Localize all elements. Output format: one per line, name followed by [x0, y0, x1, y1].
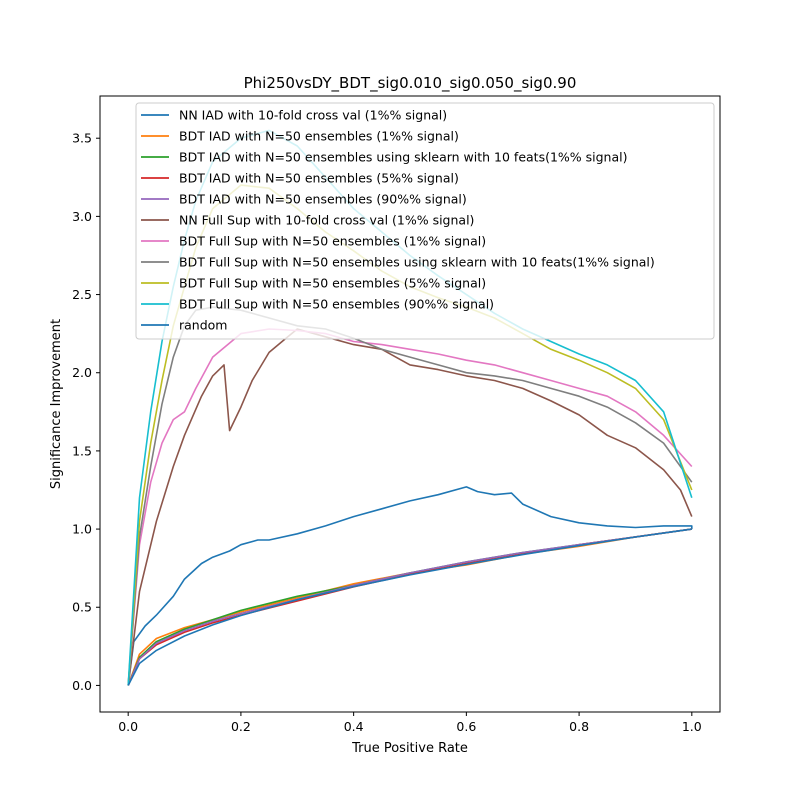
y-tick-label: 1.5 — [72, 443, 92, 458]
legend-label: BDT Full Sup with N=50 ensembles (5%% si… — [179, 276, 486, 291]
y-tick-label: 1.0 — [72, 522, 92, 537]
y-axis: 0.0 0.5 1.0 1.5 2.0 2.5 3.0 3.5 — [72, 131, 100, 693]
legend-label: NN IAD with 10-fold cross val (1%% signa… — [179, 108, 447, 123]
x-tick-label: 0.2 — [231, 719, 251, 734]
legend-label: BDT Full Sup with N=50 ensembles (1%% si… — [179, 234, 486, 249]
legend-label: BDT IAD with N=50 ensembles using sklear… — [179, 150, 628, 165]
y-tick-label: 2.5 — [72, 287, 92, 302]
y-tick-label: 0.0 — [72, 678, 92, 693]
legend-label: BDT IAD with N=50 ensembles (1%% signal) — [179, 129, 459, 144]
y-axis-label: Significance Improvement — [49, 319, 64, 489]
legend-label: BDT Full Sup with N=50 ensembles using s… — [179, 255, 655, 270]
series-line-10 — [127, 528, 692, 686]
x-tick-label: 0.4 — [344, 719, 364, 734]
x-axis-label: True Positive Rate — [351, 741, 468, 756]
plot-frame — [99, 95, 721, 713]
series-line-0 — [127, 486, 693, 686]
x-tick-label: 0.8 — [569, 719, 589, 734]
legend-label: BDT IAD with N=50 ensembles (90%% signal… — [179, 192, 467, 207]
x-tick-label: 1.0 — [682, 719, 702, 734]
y-tick-label: 3.5 — [72, 131, 92, 146]
y-tick-label: 3.0 — [72, 209, 92, 224]
legend-label: random — [179, 318, 227, 333]
legend-label: NN Full Sup with 10-fold cross val (1%% … — [179, 213, 474, 228]
x-tick-label: 0.6 — [456, 719, 476, 734]
legend-label: BDT Full Sup with N=50 ensembles (90%% s… — [179, 297, 494, 312]
x-axis: 0.0 0.2 0.4 0.6 0.8 1.0 — [118, 712, 702, 734]
series-line-6 — [127, 328, 693, 686]
y-tick-label: 2.0 — [72, 365, 92, 380]
chart-title: Phi250vsDY_BDT_sig0.010_sig0.050_sig0.90 — [244, 74, 577, 93]
x-tick-label: 0.0 — [118, 719, 138, 734]
y-tick-label: 0.5 — [72, 600, 92, 615]
legend-label: BDT IAD with N=50 ensembles (5%% signal) — [179, 171, 459, 186]
legend: NN IAD with 10-fold cross val (1%% signa… — [135, 102, 715, 340]
legend-frame — [135, 102, 715, 340]
